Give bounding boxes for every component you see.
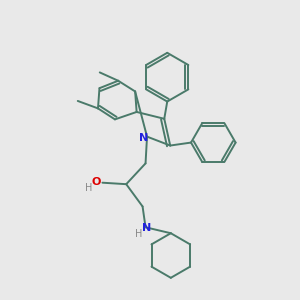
Text: O: O [92, 177, 101, 187]
Text: H: H [85, 183, 92, 193]
Text: N: N [142, 223, 152, 233]
Text: H: H [135, 229, 143, 239]
Text: N: N [140, 133, 149, 142]
